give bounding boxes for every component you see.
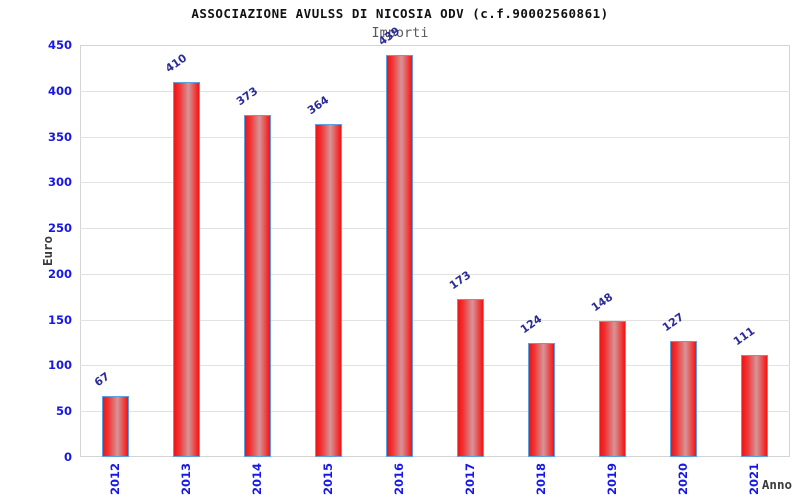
gridline xyxy=(80,90,790,92)
chart-title: ASSOCIAZIONE AVULSS DI NICOSIA ODV (c.f.… xyxy=(191,6,609,21)
gridline xyxy=(80,365,790,367)
gridline xyxy=(80,411,790,413)
y-tick-label: 150 xyxy=(47,312,72,327)
bar xyxy=(173,81,200,457)
chart-subtitle: Importi xyxy=(371,25,429,41)
bar xyxy=(528,343,555,457)
y-tick-label: 200 xyxy=(47,266,72,281)
x-tick-label: 2018 xyxy=(533,463,548,496)
gridline xyxy=(80,228,790,230)
bar xyxy=(599,321,626,457)
gridline xyxy=(80,136,790,138)
y-tick-label: 450 xyxy=(47,38,72,52)
bar xyxy=(457,298,484,457)
bar xyxy=(102,395,129,457)
y-tick-label: 350 xyxy=(47,129,72,144)
x-tick-label: 2019 xyxy=(604,463,619,496)
bar xyxy=(315,123,342,457)
x-tick-label: 2021 xyxy=(746,463,761,496)
x-tick-label: 2013 xyxy=(178,463,193,496)
bar xyxy=(244,115,271,457)
x-tick-label: 2015 xyxy=(320,463,335,496)
bar xyxy=(741,355,768,457)
bar xyxy=(670,340,697,457)
y-tick-label: 250 xyxy=(47,221,72,236)
y-tick-label: 100 xyxy=(47,358,72,373)
y-tick-label: 0 xyxy=(63,450,72,464)
y-axis-title: Euro xyxy=(40,235,55,267)
x-tick-label: 2012 xyxy=(107,463,122,496)
y-tick-label: 300 xyxy=(47,175,72,190)
x-tick-label: 2014 xyxy=(249,463,264,496)
x-axis-title: Anno xyxy=(761,477,792,492)
x-tick-label: 2020 xyxy=(675,463,690,496)
gridline xyxy=(80,182,790,184)
y-tick-label: 50 xyxy=(55,404,72,419)
gridline xyxy=(80,319,790,321)
bar xyxy=(386,55,413,457)
gridline xyxy=(80,273,790,275)
y-tick-label: 400 xyxy=(47,83,72,98)
x-tick-label: 2016 xyxy=(391,463,406,496)
x-tick-label: 2017 xyxy=(462,463,477,496)
